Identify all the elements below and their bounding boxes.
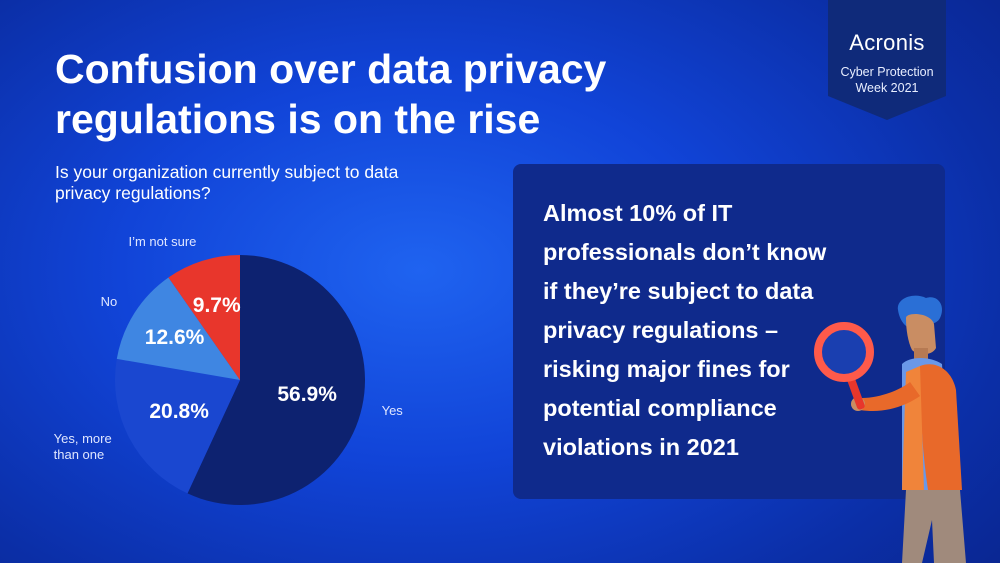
slice-category-line: Yes, more <box>53 431 112 447</box>
callout-box: Almost 10% of IT professionals don’t know… <box>513 164 945 499</box>
slice-category-line: I’m not sure <box>128 233 197 249</box>
badge-subtitle: Cyber Protection Week 2021 <box>828 64 946 96</box>
question-line-1: Is your organization currently subject t… <box>55 162 399 182</box>
callout-line: risking major fines for <box>543 356 790 382</box>
pie-slice-yes <box>187 255 365 505</box>
callout-line: potential compliance <box>543 395 777 421</box>
badge-subtitle-line-2: Week 2021 <box>855 81 919 95</box>
question-line-2: privacy regulations? <box>55 183 211 203</box>
slice-value-label: 12.6% <box>144 326 205 350</box>
slice-value-label: 9.7% <box>192 294 241 318</box>
page-title: Confusion over data privacy regulations … <box>55 44 695 144</box>
pie-slice-i-m-not-sure <box>168 255 240 380</box>
pie-slice-yes-more-than-one <box>114 358 240 494</box>
slice-category-label: No <box>101 294 118 310</box>
callout-line: privacy regulations – <box>543 317 779 343</box>
acronis-logo: Acronis <box>849 30 925 55</box>
slice-category-label: I’m not sure <box>128 234 196 250</box>
slice-category-line: than one <box>53 447 105 463</box>
slice-value-label: 56.9% <box>277 382 337 406</box>
pie-slices-group <box>114 255 365 505</box>
pie-chart-svg <box>114 255 365 505</box>
callout-line: Almost 10% of IT <box>543 200 733 226</box>
acronis-badge: Acronis Cyber Protection Week 2021 <box>828 0 946 120</box>
pie-slice-no <box>116 277 240 380</box>
slice-category-line: Yes <box>381 403 403 419</box>
callout-line: if they’re subject to data <box>543 278 814 304</box>
person-with-magnifying-glass-icon <box>814 295 966 563</box>
callout-line: professionals don’t know <box>543 239 827 265</box>
slice-category-line: No <box>100 294 118 310</box>
survey-question: Is your organization currently subject t… <box>55 162 475 204</box>
badge-subtitle-line-1: Cyber Protection <box>840 65 934 79</box>
title-line-2: regulations is on the rise <box>55 96 541 142</box>
slice-value-label: 20.8% <box>149 399 209 423</box>
slice-category-label: Yes, more than one <box>54 431 112 463</box>
title-line-1: Confusion over data privacy <box>55 46 607 92</box>
badge-ribbon-shape <box>828 0 946 120</box>
callout-line: violations in 2021 <box>543 434 739 460</box>
slice-category-label: Yes <box>382 403 403 419</box>
callout-text: Almost 10% of IT professionals don’t know… <box>543 194 863 467</box>
